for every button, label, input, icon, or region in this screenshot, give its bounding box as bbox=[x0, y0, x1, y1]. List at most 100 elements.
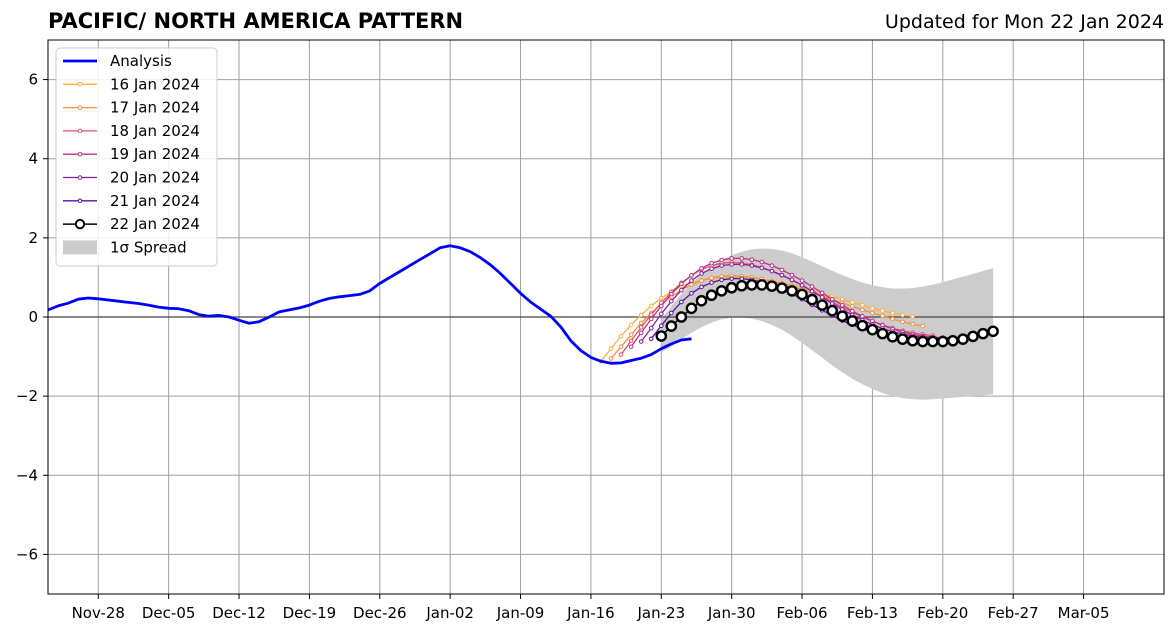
forecast-point bbox=[870, 305, 875, 311]
current-forecast-point bbox=[816, 299, 828, 311]
current-forecast-point bbox=[745, 279, 758, 291]
current-forecast-point bbox=[876, 327, 889, 340]
forecast-point bbox=[608, 346, 614, 351]
current-forecast-point bbox=[735, 279, 748, 292]
x-tick-label: Dec-12 bbox=[212, 604, 266, 622]
forecast-point bbox=[618, 333, 624, 339]
forecast-point bbox=[608, 356, 614, 361]
legend-item-2: 17 Jan 2024 bbox=[63, 99, 200, 117]
forecast-point bbox=[809, 284, 815, 289]
forecast-point bbox=[739, 262, 745, 267]
legend-label: 21 Jan 2024 bbox=[110, 192, 200, 210]
current-forecast-point bbox=[786, 285, 798, 297]
x-tick-label: Feb-13 bbox=[847, 604, 898, 622]
forecast-point bbox=[709, 280, 714, 285]
forecast-point bbox=[860, 313, 865, 319]
forecast-point bbox=[839, 296, 845, 302]
legend-label: 19 Jan 2024 bbox=[110, 145, 200, 163]
forecast-point bbox=[699, 278, 704, 283]
current-forecast-point bbox=[796, 288, 808, 301]
y-tick-label: −4 bbox=[16, 466, 38, 484]
forecast-point bbox=[709, 266, 714, 272]
y-tick-label: −2 bbox=[16, 387, 38, 405]
current-forecast-point bbox=[906, 334, 919, 347]
current-forecast-point bbox=[665, 320, 678, 332]
forecast-point bbox=[638, 324, 644, 330]
forecast-point bbox=[618, 352, 624, 357]
forecast-point bbox=[669, 298, 674, 304]
forecast-point bbox=[628, 332, 634, 338]
legend: Analysis 16 Jan 2024 17 Jan 2024 18 Jan 202… bbox=[55, 47, 218, 267]
forecast-point bbox=[769, 263, 775, 268]
current-forecast-point bbox=[886, 330, 899, 343]
forecast-point bbox=[900, 319, 905, 325]
current-forecast-point bbox=[806, 293, 818, 306]
forecast-point bbox=[648, 312, 654, 317]
current-forecast-point bbox=[685, 302, 698, 315]
forecast-point bbox=[648, 303, 654, 309]
forecast-point bbox=[729, 276, 734, 281]
forecast-point bbox=[679, 299, 684, 305]
forecast-point bbox=[829, 301, 835, 306]
y-tick-label: 4 bbox=[28, 150, 38, 168]
forecast-point bbox=[658, 323, 664, 329]
current-forecast-point bbox=[926, 335, 939, 348]
y-tick-label: 0 bbox=[28, 308, 38, 326]
forecast-point bbox=[719, 257, 724, 263]
current-forecast-point bbox=[655, 330, 668, 342]
forecast-point bbox=[699, 266, 704, 271]
legend-item-6: 21 Jan 2024 bbox=[63, 192, 200, 210]
current-forecast-point bbox=[987, 325, 999, 338]
x-tick-label: Dec-26 bbox=[353, 604, 407, 622]
forecast-point bbox=[850, 308, 855, 314]
legend-label: 1σ Spread bbox=[110, 238, 187, 256]
analysis-line bbox=[47, 244, 692, 365]
forecast-point bbox=[850, 300, 855, 305]
legend-label: 16 Jan 2024 bbox=[110, 75, 200, 93]
current-forecast-point bbox=[937, 335, 949, 348]
forecast-point bbox=[769, 268, 775, 274]
legend-label: 22 Jan 2024 bbox=[110, 215, 200, 233]
current-forecast-point bbox=[725, 281, 738, 294]
forecast-point bbox=[819, 290, 825, 296]
forecast-point bbox=[729, 256, 734, 261]
forecast-point bbox=[689, 278, 694, 283]
forecast-point bbox=[618, 344, 624, 349]
forecast-point bbox=[699, 284, 704, 290]
current-forecast-point bbox=[866, 323, 879, 336]
legend-marker bbox=[77, 198, 83, 204]
x-tick-label: Mar-05 bbox=[1058, 604, 1110, 622]
x-tick-label: Feb-27 bbox=[988, 604, 1039, 622]
current-forecast-point bbox=[766, 280, 778, 292]
legend-label: 20 Jan 2024 bbox=[110, 169, 200, 187]
legend-item-0: Analysis bbox=[63, 52, 172, 70]
y-tick-label: 6 bbox=[28, 71, 38, 89]
forecast-point bbox=[669, 310, 674, 316]
forecast-point bbox=[839, 302, 845, 308]
legend-swatch bbox=[63, 240, 97, 255]
forecast-point bbox=[900, 312, 905, 318]
x-tick-label: Nov-28 bbox=[72, 604, 125, 622]
forecast-point bbox=[910, 314, 915, 319]
forecast-point bbox=[709, 260, 714, 266]
legend-marker bbox=[74, 218, 86, 230]
forecast-point bbox=[749, 263, 755, 268]
forecast-point bbox=[679, 281, 684, 287]
forecast-point bbox=[638, 320, 644, 326]
forecast-point bbox=[729, 262, 734, 267]
forecast-point bbox=[850, 304, 855, 309]
x-tick-label: Jan-16 bbox=[566, 604, 615, 622]
current-forecast-point bbox=[776, 282, 788, 294]
forecast-point bbox=[638, 339, 644, 344]
forecast-point bbox=[759, 265, 765, 271]
current-forecast-point bbox=[836, 310, 849, 323]
forecast-point bbox=[799, 278, 805, 283]
current-forecast-point bbox=[715, 285, 728, 297]
forecast-point bbox=[719, 277, 724, 283]
legend-label: Analysis bbox=[110, 52, 172, 70]
forecast-point bbox=[679, 287, 684, 293]
forecast-point bbox=[719, 263, 724, 268]
y-tick-label: −6 bbox=[16, 545, 38, 563]
current-forecast-point bbox=[675, 311, 688, 323]
